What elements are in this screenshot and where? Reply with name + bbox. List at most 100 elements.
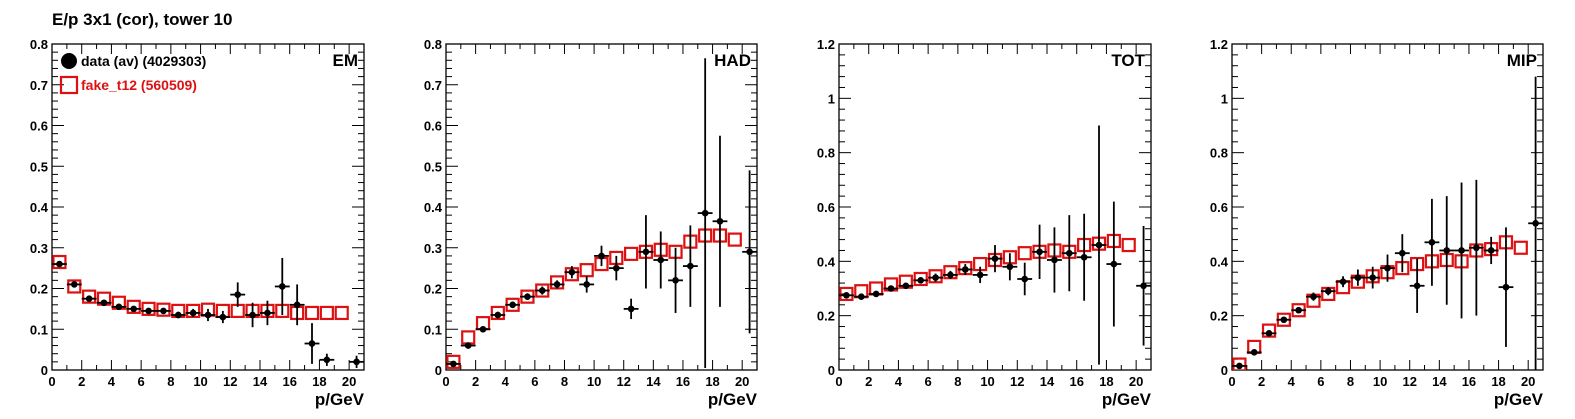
data-point [1265,330,1273,337]
data-point [746,248,753,256]
x-tick-label: 6 [1317,374,1324,389]
y-tick-label: 1 [1221,91,1228,106]
x-tick-label: 8 [954,374,961,389]
x-tick-label: 20 [1129,374,1143,389]
data-point [130,305,138,313]
fake-point [727,232,742,247]
y-tick-label: 0.1 [30,322,48,337]
y-tick-label: 0.7 [424,78,442,93]
data-point [1532,220,1539,227]
x-tick-label: 6 [138,374,145,389]
data-point [657,256,665,264]
data-point [1384,264,1391,272]
fake-point [1513,240,1528,255]
data-point [1473,244,1480,252]
data-point [1250,349,1258,356]
x-tick-label: 0 [1228,374,1235,389]
data-point [1428,239,1436,246]
x-tick-label: 4 [895,374,903,389]
panel-had: 0 2 4 6 8 10 12 14 16 18 20 0 0.1 0.2 0.3 0.4 0.5 0.6 0.7 0… [424,37,758,409]
x-tick-label: 0 [835,374,842,389]
x-tick-label: 0 [48,374,55,389]
y-tick-label: 0 [435,363,442,378]
fake-point [126,299,141,314]
y-tick-label: 0.2 [30,282,48,297]
data-point [293,301,301,309]
data-point [1295,306,1302,314]
data-point [991,255,999,262]
data-point [887,285,895,292]
x-tick-label: 10 [1373,374,1387,389]
fake-point [319,305,334,321]
fake-point [624,246,639,261]
data-layer [1232,76,1543,370]
panel-label: MIP [1507,51,1537,70]
x-axis-label: p/GeV [1494,390,1544,409]
x-tick-label: 18 [1491,374,1505,389]
data-point [538,287,546,294]
x-tick-label: 16 [1462,374,1476,389]
data-point [524,293,531,300]
data-point [1354,274,1362,281]
data-point [687,262,694,270]
fake-point [1017,246,1032,261]
fake-point [461,330,476,345]
fake-point [446,354,461,369]
data-layer [839,125,1151,365]
x-tick-label: 8 [1347,374,1354,389]
y-tick-label: 0.2 [817,309,835,324]
y-tick-label: 0 [41,363,48,378]
y-tick-label: 0.6 [424,119,442,134]
x-tick-label: 12 [1010,374,1024,389]
data-point [1021,275,1029,283]
x-tick-label: 18 [312,374,326,389]
legend: data (av) (4029303) fake_t12 (560509) [59,53,206,95]
data-point [278,283,286,290]
data-point [917,277,925,284]
panel-mip: 0 2 4 6 8 10 12 14 16 18 20 0 0.2 0.4 0.6 0.8 1 1.2 p/GeV M… [1210,37,1544,409]
y-tick-label: 0.3 [424,241,442,256]
y-tick-label: 0.5 [30,159,48,174]
data-point [323,356,331,364]
data-point [1399,249,1406,257]
data-point [672,277,679,284]
data-point [627,305,635,313]
data-point [1324,287,1332,295]
data-point [1458,247,1465,254]
data-point [902,282,910,290]
fake-point [928,269,943,284]
legend-marker-data-icon [61,53,77,69]
fake-point [67,279,82,294]
fake-point [304,305,320,321]
x-tick-label: 8 [561,374,568,389]
y-tick-label: 0 [828,363,835,378]
data-point [464,342,472,349]
plot-frame [445,43,758,371]
fake-point [52,254,67,270]
data-point [494,311,502,319]
data-point [353,358,360,366]
data-point [843,291,850,299]
data-point [264,309,271,317]
fake-point [334,305,349,321]
legend-marker-fake-icon [59,75,79,95]
x-tick-label: 2 [78,374,85,389]
data-point [1339,278,1347,286]
x-tick-label: 6 [925,374,932,389]
x-tick-label: 10 [980,374,994,389]
fake-point [839,286,854,302]
x-tick-label: 18 [705,374,719,389]
fake-point [1121,237,1136,253]
panel-label: EM [333,51,359,70]
y-tick-label: 0.8 [817,146,835,161]
x-axis-label: p/GeV [315,390,365,409]
y-tick-label: 0.4 [1210,254,1229,269]
x-tick-label: 18 [1099,374,1113,389]
fake-point [82,289,97,304]
y-tick-label: 0.4 [424,200,443,215]
x-axis-label: p/GeV [1102,390,1152,409]
x-tick-label: 14 [646,374,661,389]
x-tick-label: 14 [253,374,268,389]
data-point [932,274,939,281]
